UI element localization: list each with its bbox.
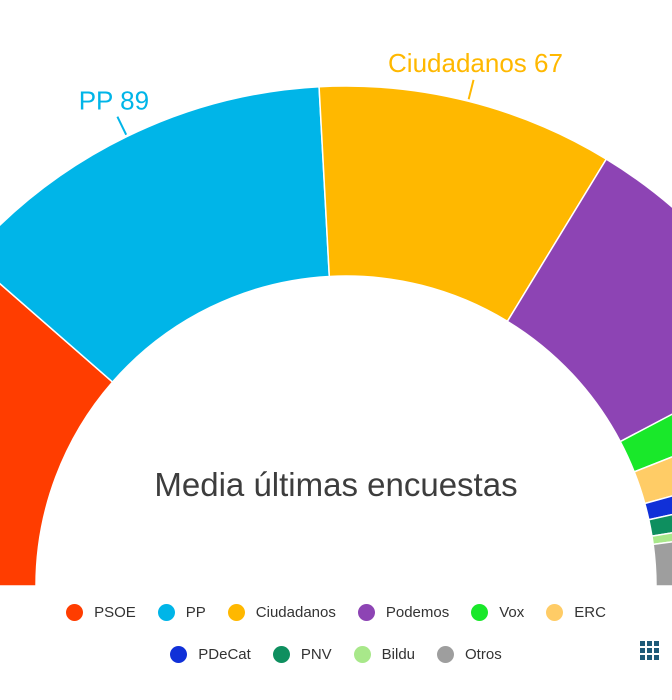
legend-swatch: [437, 646, 455, 663]
legend-swatch: [66, 604, 84, 621]
slice-psoe: [0, 282, 114, 587]
legend-label: Otros: [465, 646, 502, 663]
legend-swatch: [546, 604, 564, 621]
legend-swatch: [227, 604, 245, 621]
annotation-leader-ciudadanos: [467, 79, 475, 100]
legend-label: PNV: [300, 646, 332, 663]
slice-otros: [652, 541, 672, 587]
legend-item-pnv: PNV: [272, 646, 332, 663]
legend-label: PP: [185, 604, 206, 621]
legend-label: Vox: [499, 604, 525, 621]
legend-swatch: [170, 646, 188, 663]
annotation-label-pp: PP 89: [79, 86, 149, 116]
legend-item-otros: Otros: [437, 646, 502, 663]
legend-item-pp: PP: [157, 604, 206, 621]
legend-row-2: PDeCat PNV Bildu Otros: [0, 646, 672, 663]
legend-label: ERC: [574, 604, 606, 621]
legend-swatch: [157, 604, 175, 621]
legend-item-bildu: Bildu: [353, 646, 416, 663]
legend-item-vox: Vox: [471, 604, 524, 621]
legend-label: Podemos: [385, 604, 450, 621]
legend-label: Bildu: [381, 646, 416, 663]
slice-pp: [0, 85, 331, 384]
chart-title: Media últimas encuestas: [154, 466, 517, 503]
legend-item-ciudadanos: Ciudadanos: [227, 604, 336, 621]
legend-item-pdecat: PDeCat: [170, 646, 251, 663]
annotation-label-ciudadanos: Ciudadanos 67: [388, 48, 563, 78]
legend-item-erc: ERC: [546, 604, 606, 621]
legend-swatch: [471, 604, 489, 621]
legend-swatch: [272, 646, 290, 663]
annotation-leader-pp: [116, 116, 128, 136]
legend-item-podemos: Podemos: [357, 604, 450, 621]
chart-slices: [0, 85, 672, 587]
legend-item-psoe: PSOE: [66, 604, 136, 621]
legend-swatch: [353, 646, 371, 663]
legend-label: PSOE: [94, 604, 136, 621]
legend-row-1: PSOE PP Ciudadanos Podemos Vox ERC: [0, 604, 672, 621]
legend-label: PDeCat: [198, 646, 251, 663]
legend-label: Ciudadanos: [255, 604, 336, 621]
legend-swatch: [357, 604, 375, 621]
brand-logo-icon: [640, 641, 659, 660]
